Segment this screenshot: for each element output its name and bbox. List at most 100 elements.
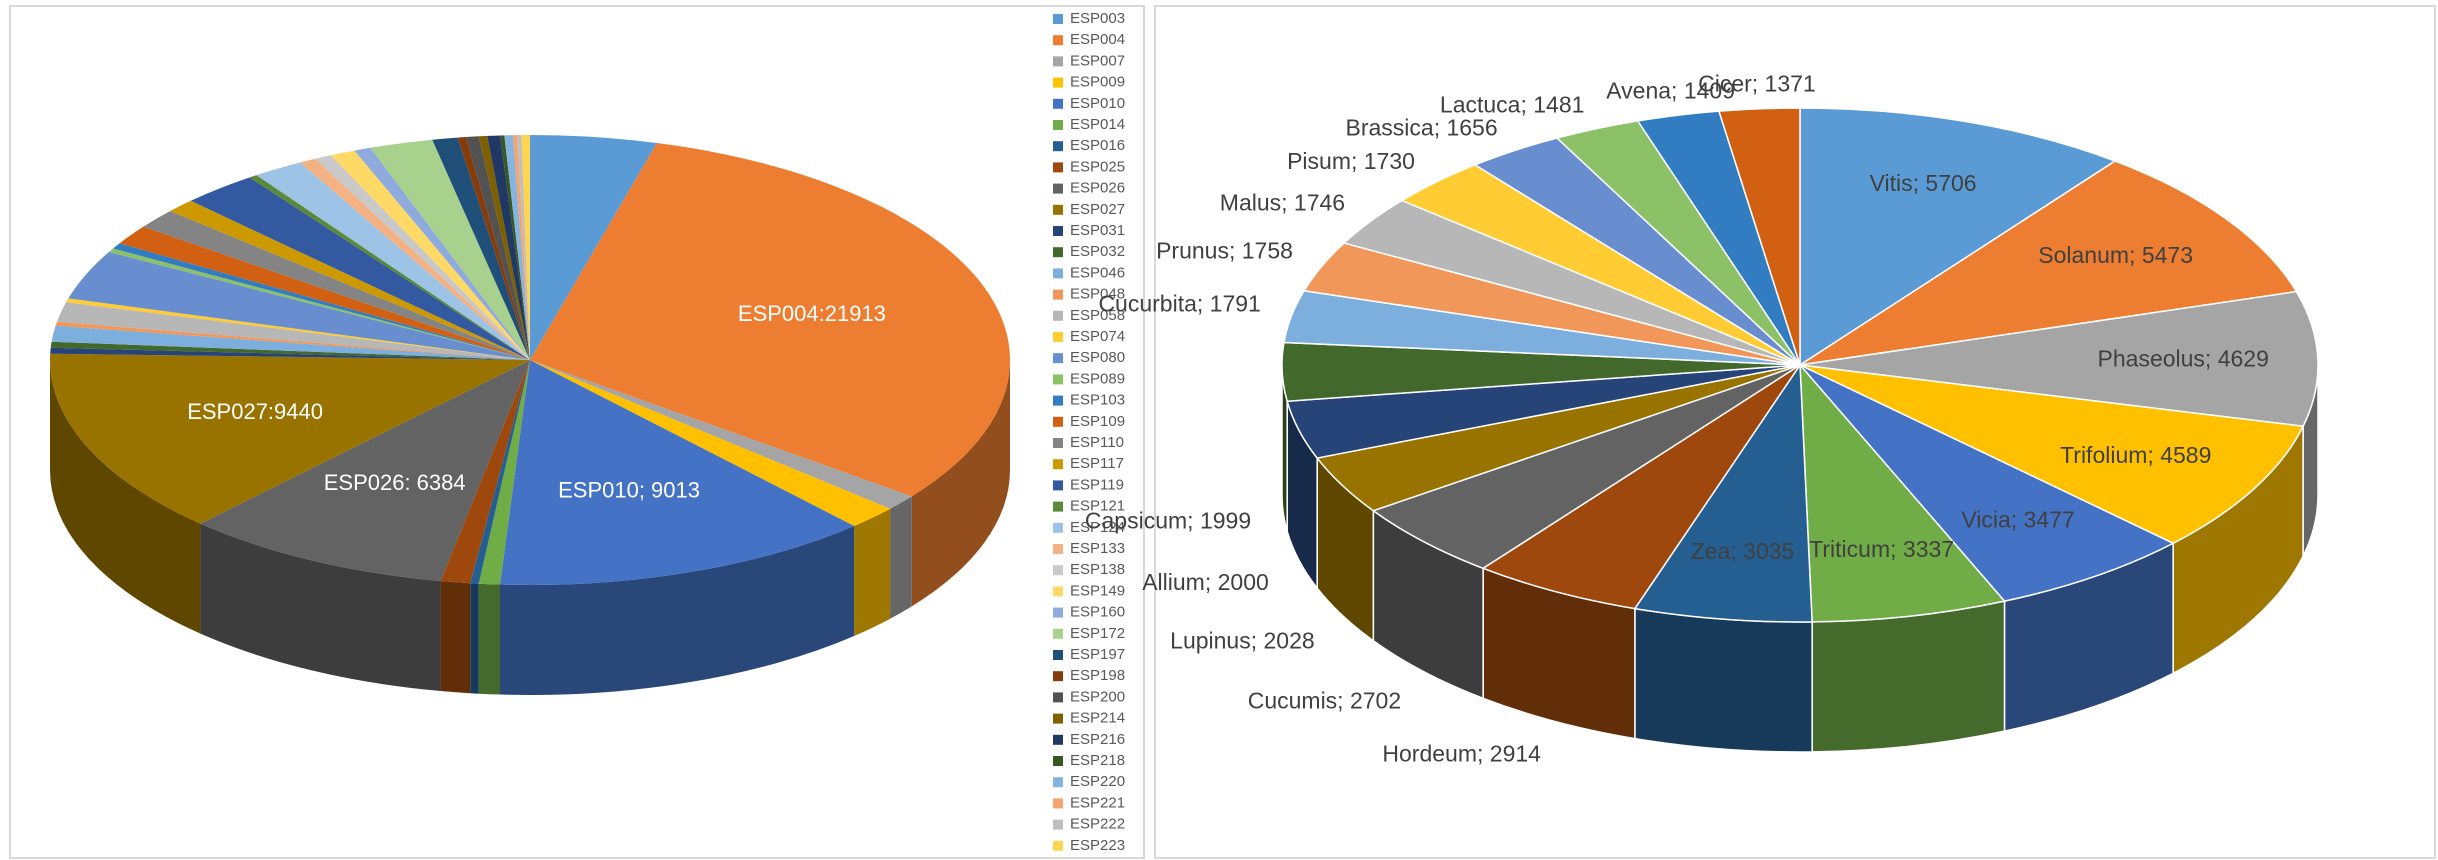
legend-swatch [1053, 607, 1063, 618]
slice [1799, 290, 2319, 428]
slice-side [1634, 607, 1813, 753]
slice [432, 137, 530, 360]
legend-label: ESP198 [1070, 667, 1125, 684]
legend-swatch [1053, 713, 1063, 724]
data-label: Cicer; 1371 [1698, 70, 1816, 96]
legend-swatch [1053, 120, 1063, 130]
slice [113, 243, 531, 360]
legend-swatch [1053, 268, 1063, 279]
legend-swatch [1053, 501, 1063, 512]
legend-swatch [1053, 628, 1063, 639]
slice [143, 211, 530, 360]
slice [530, 360, 891, 526]
slice-side [470, 583, 479, 694]
legend-swatch [1053, 692, 1063, 703]
legend-swatch [1053, 756, 1063, 766]
slice [370, 139, 530, 360]
legend-label: ESP004 [1070, 31, 1125, 48]
legend-label: ESP138 [1070, 561, 1125, 578]
data-label: Zea; 3035 [1691, 538, 1795, 564]
legend-label: ESP160 [1070, 604, 1125, 621]
legend-swatch [1053, 459, 1063, 470]
legend-label: ESP009 [1070, 74, 1125, 91]
slice [315, 155, 530, 360]
data-label: ESP010; 9013 [558, 477, 700, 502]
legend-swatch [1053, 247, 1063, 258]
slice [50, 341, 530, 360]
legend-swatch [1053, 395, 1063, 406]
legend-label: ESP048 [1070, 286, 1125, 303]
legend-swatch [1053, 56, 1063, 67]
legend-label: ESP214 [1070, 710, 1125, 727]
legend-label: ESP074 [1070, 328, 1125, 345]
slice [530, 360, 912, 509]
data-label: Solanum; 5473 [2038, 242, 2193, 268]
data-label: Malus; 1746 [1220, 190, 1345, 216]
slice [200, 360, 530, 582]
legend-label: ESP117 [1070, 455, 1124, 472]
legend-swatch [1053, 777, 1063, 788]
legend-label: ESP046 [1070, 264, 1125, 281]
slice [478, 360, 530, 585]
slice [56, 302, 530, 360]
legend-swatch [1053, 183, 1063, 194]
legend-label: ESP103 [1070, 392, 1125, 409]
slice [50, 353, 530, 524]
legend-swatch [1053, 734, 1063, 745]
slice [68, 252, 530, 360]
legend-label: ESP007 [1070, 52, 1125, 69]
legend-label: ESP110 [1070, 434, 1124, 451]
legend-swatch [1053, 565, 1063, 576]
slice [300, 158, 530, 360]
legend-swatch [1053, 14, 1063, 24]
legend-label: ESP089 [1070, 370, 1125, 387]
slice-side [440, 581, 471, 694]
data-label: ESP004:21913 [738, 301, 886, 326]
slice [465, 136, 530, 360]
left-panel [9, 5, 1145, 859]
slice [1481, 364, 1801, 610]
legend-label: ESP003 [1070, 10, 1125, 27]
slice [50, 347, 531, 360]
legend-swatch [1053, 310, 1063, 321]
legend-label: ESP197 [1070, 646, 1125, 663]
legend-swatch [1053, 522, 1063, 533]
legend-label: ESP222 [1070, 816, 1125, 833]
legend-swatch [1053, 77, 1063, 88]
data-label: Trifolium; 4589 [2060, 442, 2211, 468]
data-label: Cucurbita; 1791 [1098, 291, 1260, 317]
slice [1799, 107, 2117, 367]
slice [1799, 364, 2305, 545]
legend-swatch [1053, 671, 1063, 682]
legend-label: ESP223 [1070, 837, 1125, 854]
data-label: Avena; 1409 [1606, 77, 1735, 103]
slice-side [890, 496, 912, 619]
slice [51, 325, 530, 360]
slice [1799, 362, 2006, 623]
data-label: Cucumis; 2702 [1248, 687, 1401, 713]
slice [500, 360, 855, 585]
data-label: Hordeum; 2914 [1382, 740, 1541, 766]
legend-label: ESP119 [1070, 476, 1124, 493]
data-label: Brassica; 1656 [1346, 115, 1498, 141]
data-label: Prunus; 1758 [1156, 238, 1293, 264]
legend-swatch [1053, 480, 1063, 491]
legend-label: ESP172 [1070, 625, 1125, 642]
slice [1371, 364, 1801, 570]
slice [1633, 362, 1813, 623]
slice [512, 135, 530, 360]
legend-swatch [1053, 353, 1063, 364]
slice [354, 147, 530, 360]
legend-swatch [1053, 544, 1063, 554]
data-label: Pisum; 1730 [1287, 148, 1415, 174]
slice [170, 200, 530, 360]
legend-label: ESP109 [1070, 413, 1125, 430]
slice-side [478, 583, 501, 695]
data-label: Triticum; 3337 [1809, 536, 1954, 562]
legend-label: ESP058 [1070, 307, 1125, 324]
legend-label: ESP124 [1070, 519, 1125, 536]
slice [457, 137, 530, 360]
data-label: Lupinus; 2028 [1170, 627, 1315, 653]
slice [478, 135, 530, 360]
